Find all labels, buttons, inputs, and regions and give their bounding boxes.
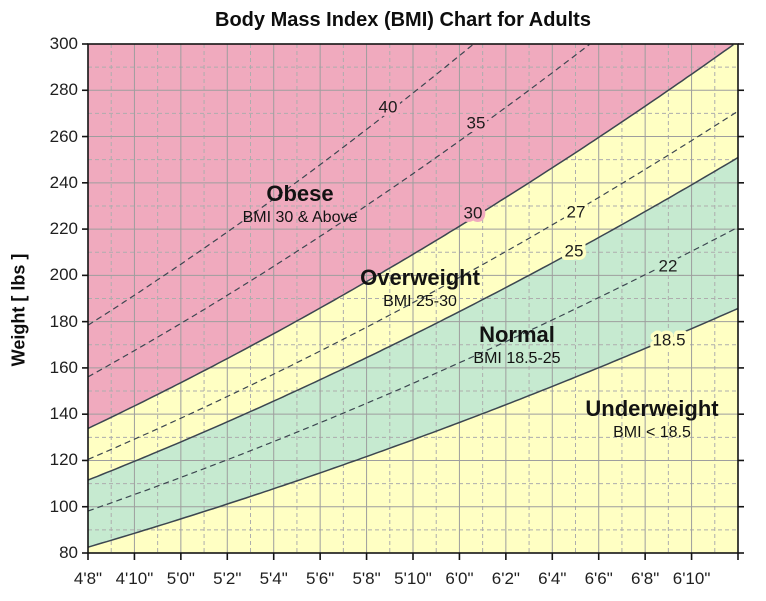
bmi-30-line bbox=[87, 44, 734, 430]
bmi-25-line bbox=[87, 156, 739, 481]
y-tick-label: 260 bbox=[49, 126, 78, 146]
y-tick-label: 200 bbox=[49, 265, 78, 285]
region-label-normal: Normal BMI 18.5-25 bbox=[473, 322, 560, 368]
x-tick-label: 5'10" bbox=[394, 569, 432, 588]
x-tick-label: 4'10" bbox=[115, 569, 154, 588]
gridlines bbox=[88, 44, 738, 553]
region-bmi-range: BMI < 18.5 bbox=[613, 424, 691, 441]
x-tick-label: 4'8" bbox=[73, 569, 103, 588]
region-bmi-range: BMI 18.5-25 bbox=[473, 350, 561, 367]
x-tick-label: 5'0" bbox=[166, 569, 195, 588]
region-name: Obese bbox=[266, 181, 334, 206]
bmi-27-line bbox=[87, 110, 739, 460]
bmi-line-label-18.5: 18.5 bbox=[652, 331, 685, 350]
y-tick-label: 80 bbox=[59, 543, 78, 562]
bmi-18.5-line bbox=[87, 307, 739, 548]
x-tick-label: 5'4" bbox=[259, 569, 288, 588]
x-tick-label: 6'6" bbox=[584, 569, 613, 588]
region-underweight-fill bbox=[88, 308, 738, 553]
bmi-line-label-35: 35 bbox=[467, 114, 486, 133]
x-tick-label: 6'10" bbox=[672, 569, 711, 588]
region-name: Underweight bbox=[585, 396, 719, 421]
x-tick-label: 5'8" bbox=[352, 569, 381, 588]
region-label-obese: Obese BMI 30 & Above bbox=[243, 181, 358, 227]
y-tick-label: 220 bbox=[49, 219, 78, 239]
y-tick-label: 120 bbox=[49, 450, 78, 470]
y-tick-label: 180 bbox=[49, 311, 78, 331]
x-tick-label: 5'6" bbox=[306, 569, 335, 588]
bmi-line-label-40: 40 bbox=[379, 98, 398, 117]
region-name: Overweight bbox=[360, 265, 480, 290]
bmi-40-line bbox=[87, 43, 474, 326]
y-tick-label: 240 bbox=[49, 172, 78, 192]
y-tick-label: 140 bbox=[49, 404, 78, 424]
region-name: Normal bbox=[479, 322, 555, 347]
x-tick-label: 6'2" bbox=[491, 569, 520, 588]
y-tick-label: 100 bbox=[49, 496, 78, 516]
bmi-line-label-25: 25 bbox=[565, 242, 584, 261]
region-label-overweight: Overweight BMI 25-30 bbox=[360, 265, 480, 311]
y-tick-label: 160 bbox=[49, 357, 78, 377]
bmi-line-label-27: 27 bbox=[567, 203, 586, 222]
bmi-35-line bbox=[87, 44, 590, 378]
chart-title: Body Mass Index (BMI) Chart for Adults bbox=[215, 9, 591, 31]
bmi-isolines bbox=[87, 43, 739, 548]
region-bmi-range: BMI 25-30 bbox=[383, 293, 457, 310]
region-bmi-range: BMI 30 & Above bbox=[242, 209, 358, 226]
x-tick-label: 5'2" bbox=[213, 569, 242, 588]
x-tick-label: 6'8" bbox=[631, 569, 660, 588]
x-tick-label: 6'0" bbox=[445, 569, 474, 588]
y-tick-label: 280 bbox=[49, 80, 78, 100]
x-tick-label: 6'4" bbox=[538, 569, 567, 588]
region-label-underweight: Underweight BMI < 18.5 bbox=[585, 396, 718, 442]
plot-border-and-ticks bbox=[82, 43, 744, 560]
bmi-line-label-30: 30 bbox=[464, 204, 483, 223]
bmi-22-line bbox=[87, 226, 739, 512]
bmi-line-labels: 40 35 30 27 25 22 18.5 bbox=[375, 94, 689, 353]
bmi-line-label-22: 22 bbox=[659, 257, 678, 276]
y-tick-label: 300 bbox=[49, 34, 78, 53]
